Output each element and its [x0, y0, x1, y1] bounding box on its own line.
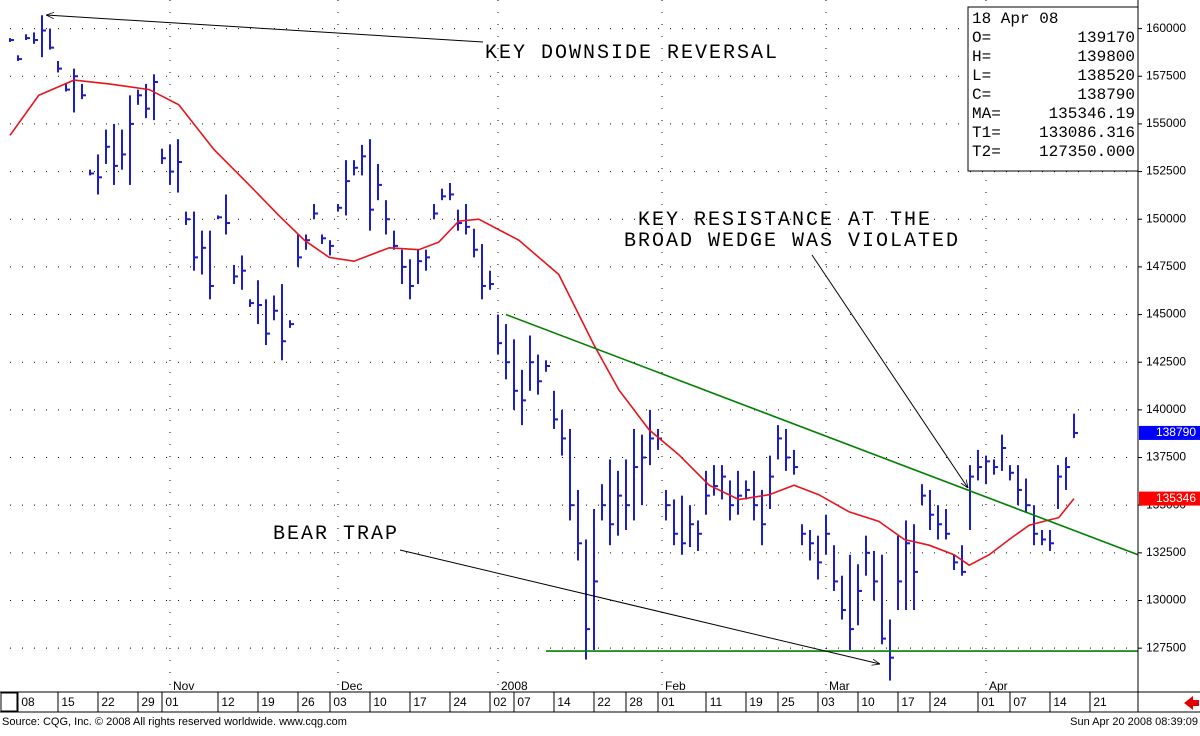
x-tick-label: 07 — [517, 695, 531, 709]
info-value: 127350.000 — [1039, 143, 1135, 161]
plot — [9, 15, 1139, 681]
x-tick-label: 17 — [901, 695, 915, 709]
x-tick-label: 12 — [221, 695, 235, 709]
x-tick-label: 26 — [301, 695, 315, 709]
x-tick-label: 29 — [141, 695, 155, 709]
annotation-arrow — [811, 254, 968, 488]
price-tag-label: 138790 — [1156, 425, 1196, 439]
info-box: 18 Apr 08 O= 139170 H= 139800 L= 138520 C= 1387… — [967, 6, 1139, 172]
x-tick-label: 19 — [261, 695, 275, 709]
month-label: 2008 — [501, 679, 528, 693]
annotation: KEY DOWNSIDE REVERSAL — [485, 42, 779, 65]
info-label: T2= — [972, 143, 1001, 161]
x-tick-label: 22 — [597, 695, 611, 709]
y-tick-label: 137500 — [1146, 450, 1186, 464]
info-value: 135346.19 — [1049, 105, 1135, 123]
scroll-box[interactable] — [0, 692, 18, 712]
x-tick-label: 02 — [493, 695, 507, 709]
x-tick-label: 15 — [61, 695, 75, 709]
x-tick-label: 10 — [373, 695, 387, 709]
x-tick-label: 19 — [749, 695, 763, 709]
month-label: Apr — [989, 679, 1008, 693]
y-tick-label: 132500 — [1146, 545, 1186, 559]
x-tick-label: 03 — [821, 695, 835, 709]
info-label: T1= — [972, 124, 1001, 142]
scroll-arrow[interactable] — [1184, 696, 1199, 710]
x-tick-label: 14 — [557, 695, 571, 709]
x-tick-label: 24 — [933, 695, 947, 709]
x-tick-label: 22 — [101, 695, 115, 709]
y-tick-label: 152500 — [1146, 164, 1186, 178]
x-tick-label: 11 — [710, 695, 723, 709]
info-value: 138520 — [1077, 67, 1135, 85]
y-tick-label: 127500 — [1146, 640, 1186, 654]
info-label: MA= — [972, 105, 1001, 123]
x-tick-label: 03 — [333, 695, 347, 709]
footer-timestamp: Sun Apr 20 2008 08:39:09 — [1070, 716, 1198, 728]
y-tick-label: 157500 — [1146, 68, 1186, 82]
info-value: 138790 — [1077, 86, 1135, 104]
x-tick-label: 28 — [629, 695, 643, 709]
info-label: L= — [972, 67, 991, 85]
annotation-arrow — [399, 549, 880, 664]
info-label: O= — [972, 29, 991, 47]
info-date: 18 Apr 08 — [972, 10, 1058, 28]
month-label: Feb — [665, 679, 686, 693]
x-tick-label: 17 — [413, 695, 427, 709]
month-label: Mar — [829, 679, 850, 693]
month-label: Dec — [341, 679, 362, 693]
x-tick-label: 21 — [1093, 695, 1107, 709]
y-tick-label: 130000 — [1146, 593, 1186, 607]
moving-average — [9, 79, 1075, 567]
y-tick-label: 147500 — [1146, 259, 1186, 273]
x-tick-label: 01 — [661, 695, 675, 709]
info-label: C= — [972, 86, 991, 104]
y-tick-label: 150000 — [1146, 211, 1186, 225]
y-tick-label: 140000 — [1146, 402, 1186, 416]
info-value: 139170 — [1077, 29, 1135, 47]
y-tick-label: 145000 — [1146, 307, 1186, 321]
y-tick-label: 142500 — [1146, 354, 1186, 368]
month-label: Nov — [173, 679, 194, 693]
annotation: BEAR TRAP — [273, 523, 399, 546]
info-label: H= — [972, 48, 991, 66]
x-tick-label: 01 — [981, 695, 995, 709]
x-tick-label: 10 — [861, 695, 875, 709]
info-value: 139800 — [1077, 48, 1135, 66]
annotation: BROAD WEDGE WAS VIOLATED — [624, 230, 960, 253]
info-value: 133086.316 — [1039, 124, 1135, 142]
price-tag — [1139, 491, 1200, 506]
info-box-frame — [967, 6, 1139, 172]
x-tick-label: 07 — [1013, 695, 1027, 709]
x-tick-label: 24 — [453, 695, 467, 709]
x-tick-label: 01 — [165, 695, 179, 709]
annotation-arrow — [46, 15, 484, 43]
annotation: KEY RESISTANCE AT THE — [638, 209, 932, 232]
axis-labels: 1275001300001325001350001375001400001425… — [17, 21, 1200, 712]
y-tick-label: 155000 — [1146, 116, 1186, 130]
y-tick-label: 160000 — [1146, 21, 1186, 35]
x-tick-label: 08 — [21, 695, 35, 709]
price-tag-label: 135346 — [1156, 491, 1196, 505]
x-tick-label: 25 — [781, 695, 795, 709]
x-tick-label: 14 — [1053, 695, 1067, 709]
footer-source: Source: CQG, Inc. © 2008 All rights rese… — [2, 716, 347, 728]
trendline — [505, 313, 1139, 556]
price-tag — [1139, 425, 1200, 440]
